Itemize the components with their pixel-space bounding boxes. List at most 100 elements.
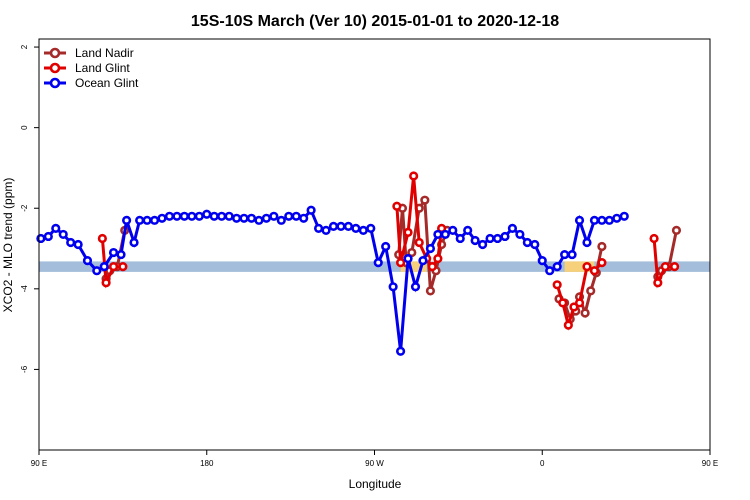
ocean-glint-point-62	[500, 231, 510, 242]
ocean-glint-point-24	[217, 211, 227, 221]
land-glint-point-15	[563, 320, 573, 330]
ocean-band	[39, 261, 710, 272]
ocean-glint-point-52	[425, 243, 436, 254]
ocean-glint-point-36	[306, 205, 316, 215]
ocean-glint-point-20	[187, 211, 197, 221]
ocean-glint-point-32	[276, 215, 286, 225]
ocean-glint-point-33	[284, 211, 294, 221]
ocean-glint-point-66	[530, 239, 540, 250]
land-glint-point-1	[101, 278, 111, 288]
ocean-glint-point-3	[58, 229, 68, 240]
land-glint-point-22	[653, 278, 663, 288]
legend-marker-ocean-glint	[49, 77, 61, 89]
ocean-glint-point-75	[597, 215, 607, 225]
ocean-glint-point-72	[574, 215, 585, 225]
x-tick-label-4: 90 E	[702, 459, 718, 468]
ocean-glint-point-4	[66, 237, 76, 248]
ocean-glint-point-17	[164, 211, 175, 221]
ocean-glint-series	[36, 205, 629, 356]
legend-label-land-glint: Land Glint	[75, 61, 130, 75]
ocean-glint-point-19	[179, 211, 189, 221]
ocean-glint-point-37	[313, 223, 324, 233]
ocean-glint-point-38	[321, 225, 331, 235]
ocean-glint-point-27	[239, 213, 249, 223]
land-band-0	[400, 261, 427, 272]
land-glint-point-5	[395, 258, 406, 268]
x-tick-label-0: 90 E	[31, 459, 47, 468]
land-glint-point-23	[660, 262, 670, 272]
land-glint-point-4	[392, 201, 402, 211]
land-nadir-point-19	[580, 308, 590, 318]
ocean-glint-point-13	[135, 215, 145, 225]
ocean-glint-point-41	[343, 221, 354, 231]
ocean-glint-point-47	[388, 282, 398, 292]
land-glint-line-3	[652, 238, 675, 289]
x-tick-label-1: 180	[200, 459, 214, 468]
land-glint-point-21	[649, 233, 659, 244]
ocean-glint-point-11	[122, 215, 132, 225]
land-band-1	[564, 261, 595, 272]
ocean-glint-point-57	[463, 225, 473, 235]
land-nadir-point-26	[671, 225, 682, 235]
ocean-glint-point-49	[403, 254, 413, 264]
ocean-glint-point-22	[202, 209, 212, 219]
ocean-glint-point-29	[254, 215, 264, 225]
ocean-glint-point-45	[373, 258, 383, 268]
land-glint-point-20	[597, 258, 607, 268]
land-glint-point-17	[574, 298, 585, 308]
ocean-glint-point-26	[231, 213, 242, 223]
ocean-glint-point-35	[299, 213, 309, 223]
y-tick-label-4: -6	[20, 365, 29, 373]
ocean-glint-point-71	[567, 249, 577, 260]
ocean-glint-point-65	[522, 237, 532, 248]
ocean-glint-point-76	[604, 215, 614, 225]
y-tick-label-2: -2	[20, 204, 29, 212]
ocean-glint-point-77	[612, 213, 622, 223]
land-glint-point-12	[437, 223, 447, 233]
land-nadir-point-22	[597, 241, 607, 252]
y-tick-label-1: 0	[20, 125, 29, 130]
ocean-glint-point-10	[116, 249, 126, 260]
y-axis-label: XCO2 - MLO trend (ppm)	[1, 178, 15, 313]
ocean-glint-point-5	[73, 239, 83, 250]
ocean-glint-point-16	[157, 213, 167, 223]
land-glint-point-2	[108, 262, 119, 272]
ocean-glint-point-56	[455, 233, 465, 244]
legend-label-land-nadir: Land Nadir	[75, 46, 134, 60]
land-nadir-point-10	[425, 286, 436, 296]
ocean-glint-point-28	[246, 213, 257, 223]
ocean-glint-point-39	[328, 221, 339, 231]
ocean-glint-point-18	[172, 211, 182, 221]
ocean-glint-point-55	[448, 225, 458, 235]
ocean-glint-point-1	[43, 231, 53, 242]
ocean-glint-point-40	[336, 221, 346, 231]
land-nadir-point-20	[586, 286, 596, 296]
land-glint-point-11	[433, 254, 443, 264]
land-glint-point-16	[569, 302, 579, 312]
ocean-glint-point-70	[560, 249, 570, 260]
land-glint-series	[97, 171, 680, 331]
ocean-glint-point-73	[582, 237, 592, 248]
land-glint-point-18	[582, 262, 592, 272]
land-glint-point-13	[552, 280, 562, 290]
ocean-glint-point-7	[92, 266, 102, 276]
ocean-glint-point-69	[552, 262, 562, 272]
ocean-glint-point-60	[485, 233, 495, 244]
land-glint-point-6	[403, 227, 413, 238]
x-tick-label-3: 0	[540, 459, 545, 468]
ocean-glint-point-61	[492, 233, 503, 244]
land-glint-point-0	[97, 233, 107, 244]
ocean-glint-point-44	[366, 223, 376, 233]
ocean-glint-point-14	[142, 215, 152, 225]
ocean-glint-point-63	[507, 223, 518, 233]
land-glint-point-3	[118, 262, 128, 272]
legend-label-ocean-glint: Ocean Glint	[75, 76, 139, 90]
ocean-glint-point-50	[410, 282, 421, 292]
land-glint-point-19	[589, 266, 600, 276]
land-glint-point-10	[427, 262, 437, 272]
ocean-glint-point-30	[261, 213, 271, 223]
ocean-glint-point-53	[433, 229, 443, 240]
ocean-glint-point-2	[51, 223, 61, 233]
